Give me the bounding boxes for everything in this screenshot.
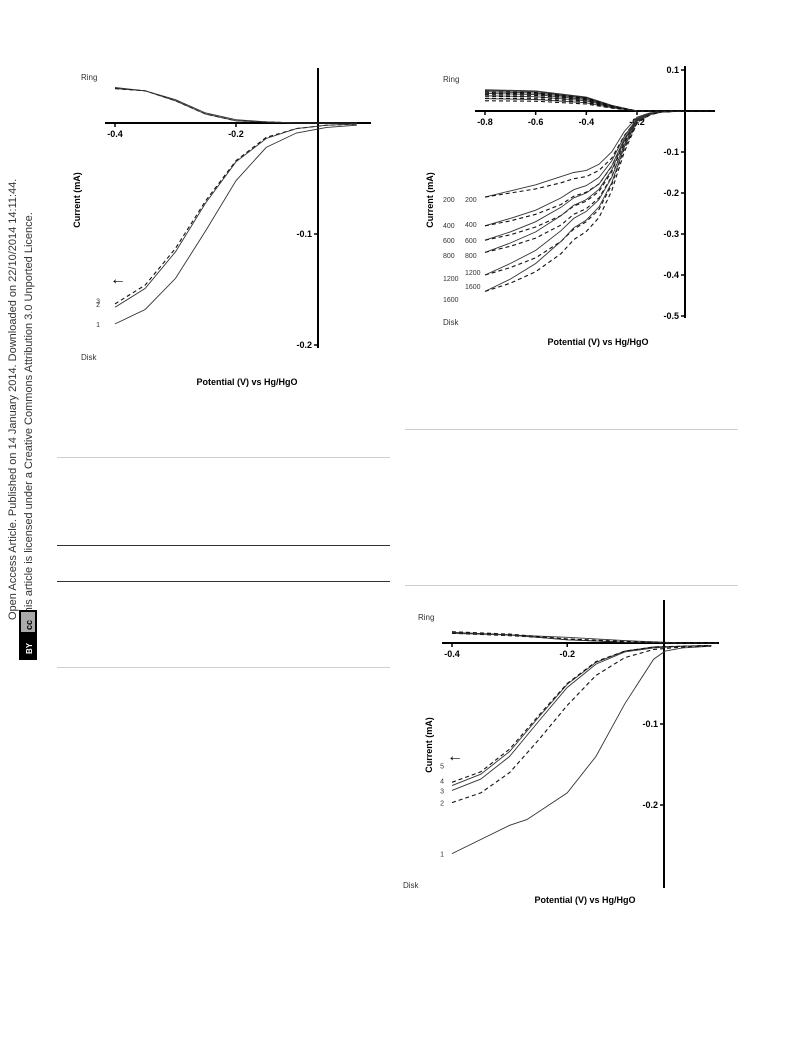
- chart3-disk-series-1: [451, 645, 712, 855]
- chart2-ring-series-4: [484, 97, 713, 112]
- chart2-y-tick-label: 0.1: [666, 65, 679, 75]
- chart3-disk-series-4: [451, 644, 712, 787]
- chart3-series-label-4: 4: [440, 779, 444, 786]
- chart3-series-label-1: 1: [440, 852, 444, 859]
- chart2-right-speed-label: 800: [465, 253, 477, 260]
- chart3-ring-series-1: [451, 632, 717, 644]
- chart3-series-label-3: 3: [440, 788, 444, 795]
- chart3-disk-label: Disk: [403, 881, 420, 890]
- chart1-series-label-1: 1: [96, 322, 100, 329]
- chart1-disk-series-2: [114, 123, 357, 305]
- chart1-disk-label: Disk: [81, 353, 98, 362]
- chart3-disk-series-5: [451, 644, 712, 783]
- chart3-x-tick-label: -0.4: [444, 649, 460, 659]
- chart1-disk-series-3: [114, 123, 357, 308]
- chart2-right-speed-label: 200: [465, 197, 477, 204]
- chart2-left-speed-label: 1600: [443, 297, 459, 304]
- chart1-ring-series-2: [114, 88, 357, 124]
- rule-right-1: [405, 429, 738, 430]
- side-notice-line2: This article is licensed under a Creativ…: [23, 212, 35, 620]
- chart3-x-axis-label: Potential (V) vs Hg/HgO: [534, 895, 635, 905]
- cc-by-badge[interactable]: cc BY: [19, 610, 37, 660]
- chart3-ring-series-5: [451, 631, 717, 644]
- chart1-ring-series-3: [114, 87, 357, 124]
- chart3-y-tick-label: -0.2: [642, 800, 658, 810]
- chart1-y-axis-label: Current (mA): [72, 172, 82, 228]
- chart2-right-speed-label: 1600: [465, 284, 481, 291]
- chart2-disk-series-12: [484, 110, 713, 292]
- chart2-right-speed-label: 1200: [465, 270, 481, 277]
- by-badge-text: BY: [25, 642, 34, 654]
- chart2-right-speed-label: 600: [465, 238, 477, 245]
- chart1-x-tick-label: -0.2: [228, 129, 244, 139]
- chart3-y-tick-label: -0.1: [642, 719, 658, 729]
- chart2-ring-series-12: [484, 91, 713, 112]
- chart1-ring-label: Ring: [81, 73, 97, 82]
- cc-badge-text: cc: [24, 620, 34, 630]
- chart2-y-tick-label: -0.1: [663, 147, 679, 157]
- chart2-disk-series-6: [484, 110, 713, 241]
- chart2-left-speed-label: 800: [443, 253, 455, 260]
- chart1-arrow-icon: ←: [110, 271, 126, 288]
- side-notice-line1: Open Access Article. Published on 14 Jan…: [7, 179, 19, 620]
- chart1-x-tick-label: -0.4: [107, 129, 123, 139]
- chart3-disk-series-2: [451, 645, 712, 804]
- rule-left-2: [57, 545, 390, 546]
- chart2-y-axis-label: Current (mA): [425, 172, 435, 228]
- rule-left-3: [57, 581, 390, 582]
- chart2-ring-label: Ring: [443, 75, 459, 84]
- chart3-arrow-icon: ←: [447, 748, 463, 765]
- chart3-y-axis-label: Current (mA): [424, 717, 434, 773]
- chart1-series-label-3: 3: [96, 298, 100, 305]
- rule-left-4: [57, 667, 390, 668]
- chart2-left-speed-label: 1200: [443, 276, 459, 283]
- chart2-left-speed-label: 200: [443, 197, 455, 204]
- chart2-disk-series-5: [484, 110, 713, 241]
- chart2-right-speed-label: 400: [465, 222, 477, 229]
- chart1-x-axis-label: Potential (V) vs Hg/HgO: [196, 377, 297, 387]
- chart2-left-speed-label: 400: [443, 223, 455, 230]
- chart2-disk-label: Disk: [443, 318, 460, 327]
- chart2-x-tick-label: -0.6: [528, 117, 544, 127]
- chart2-x-axis-label: Potential (V) vs Hg/HgO: [547, 337, 648, 347]
- side-notice: Open Access Article. Published on 14 Jan…: [7, 179, 37, 660]
- chart2-left-speed-label: 600: [443, 238, 455, 245]
- chart3-disk-series-3: [451, 644, 712, 791]
- chart1-series-label-2: 2: [96, 302, 100, 309]
- chart2-x-tick-label: -0.8: [477, 117, 493, 127]
- chart3-series-label-2: 2: [440, 801, 444, 808]
- chart1-y-tick-label: -0.2: [296, 340, 312, 350]
- chart2-y-tick-label: -0.5: [663, 311, 679, 321]
- chart2-x-tick-label: -0.4: [579, 117, 595, 127]
- chart3-ring-label: Ring: [418, 613, 434, 622]
- chart2-y-tick-label: -0.3: [663, 229, 679, 239]
- rule-right-2: [405, 585, 738, 586]
- rule-left-1: [57, 457, 390, 458]
- chart3-ring-series-4: [451, 632, 717, 644]
- chart1-disk-series-1: [114, 124, 357, 325]
- chart1-ring-series-1: [114, 88, 357, 124]
- chart1-y-tick-label: -0.1: [296, 229, 312, 239]
- chart2-y-tick-label: -0.4: [663, 270, 679, 280]
- chart3-series-label-5: 5: [440, 763, 444, 770]
- chart3-x-tick-label: -0.2: [559, 649, 575, 659]
- chart2-y-tick-label: -0.2: [663, 188, 679, 198]
